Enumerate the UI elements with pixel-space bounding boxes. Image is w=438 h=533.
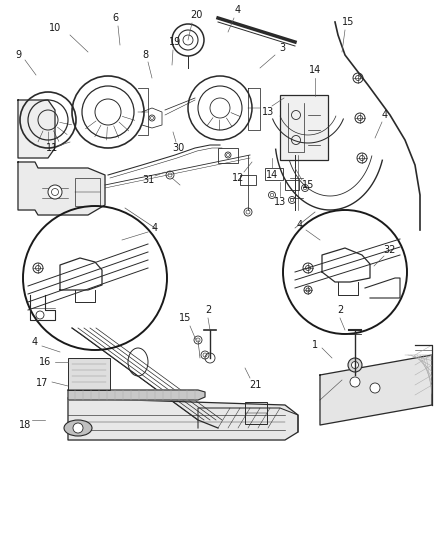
Text: 19: 19	[169, 37, 181, 47]
Circle shape	[352, 361, 358, 368]
Circle shape	[348, 358, 362, 372]
Polygon shape	[68, 398, 298, 440]
Text: 11: 11	[46, 143, 58, 153]
Circle shape	[370, 383, 380, 393]
Circle shape	[48, 185, 62, 199]
Bar	[218, 148, 238, 163]
Text: 2: 2	[205, 305, 211, 315]
Text: 15: 15	[302, 180, 314, 190]
Ellipse shape	[64, 420, 92, 436]
Polygon shape	[68, 390, 205, 400]
Text: 6: 6	[112, 13, 118, 23]
Text: 14: 14	[266, 170, 278, 180]
Bar	[280, 95, 328, 160]
Text: 2: 2	[337, 305, 343, 315]
Text: 10: 10	[49, 23, 61, 33]
Bar	[265, 168, 283, 180]
Text: 4: 4	[382, 110, 388, 120]
Bar	[75, 178, 100, 206]
Text: 4: 4	[235, 5, 241, 15]
Text: 4: 4	[152, 223, 158, 233]
Bar	[240, 175, 256, 185]
Text: 12: 12	[232, 173, 244, 183]
Bar	[68, 358, 110, 390]
Text: 20: 20	[190, 10, 202, 20]
Bar	[245, 402, 267, 424]
Circle shape	[73, 423, 83, 433]
Text: 16: 16	[39, 357, 51, 367]
Text: 3: 3	[279, 43, 285, 53]
Text: 14: 14	[309, 65, 321, 75]
Text: 1: 1	[312, 340, 318, 350]
Text: 18: 18	[19, 420, 31, 430]
Circle shape	[36, 311, 44, 319]
Text: 17: 17	[36, 378, 48, 388]
Text: 9: 9	[15, 50, 21, 60]
Text: 4: 4	[32, 337, 38, 347]
Circle shape	[350, 377, 360, 387]
Text: 15: 15	[342, 17, 354, 27]
Polygon shape	[18, 100, 55, 158]
Polygon shape	[320, 355, 432, 425]
Text: 21: 21	[249, 380, 261, 390]
Text: 13: 13	[274, 197, 286, 207]
Text: 31: 31	[142, 175, 154, 185]
Bar	[285, 180, 299, 190]
Text: 13: 13	[262, 107, 274, 117]
Text: 32: 32	[384, 245, 396, 255]
Text: 8: 8	[142, 50, 148, 60]
Text: 30: 30	[172, 143, 184, 153]
Text: 15: 15	[179, 313, 191, 323]
Polygon shape	[18, 162, 105, 215]
Text: 4: 4	[297, 220, 303, 230]
